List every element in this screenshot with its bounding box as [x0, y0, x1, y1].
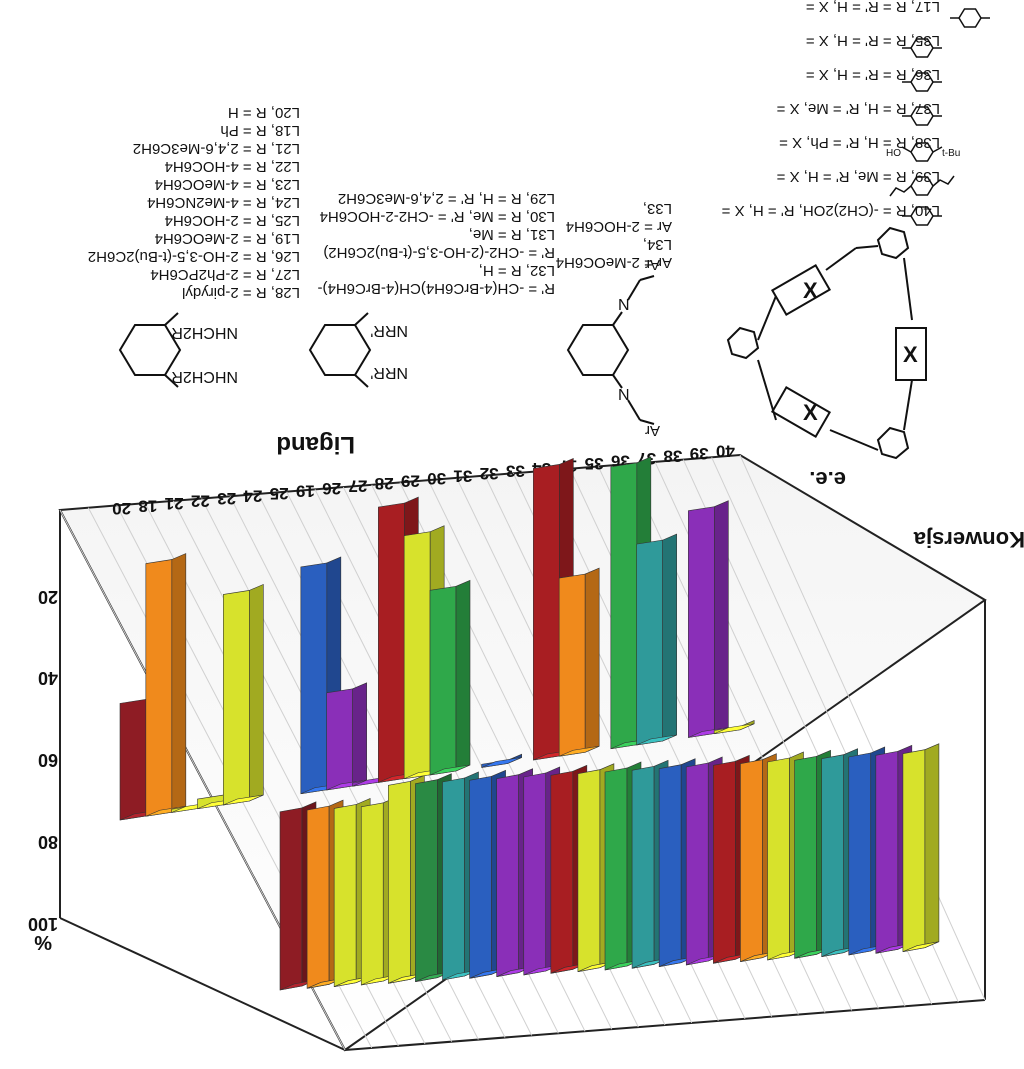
legend-left-line: L18, R = Ph: [220, 122, 300, 139]
y-tick-label: 60: [38, 750, 58, 770]
bar-konwersja: [713, 754, 750, 964]
x-tick-label: 18: [138, 496, 157, 515]
legend-left-line: L21, R = 2,4,6-Me3C6H2: [133, 140, 300, 157]
x-tick-label: 31: [453, 466, 472, 485]
legend-left: L28, R = 2-pirydyl L27, R = 2-Ph2PC6H4 L…: [88, 104, 300, 301]
bar-ee: [429, 579, 471, 776]
legend-left-line: L25, R = 2-HOC6H4: [165, 212, 300, 229]
y-tick-label: 20: [38, 587, 58, 607]
series-ee: [119, 456, 755, 821]
macro-x-label: X: [803, 278, 818, 303]
legend-mid-line: L29, R = H, R' = 2,4,6-Me3C6H2: [338, 190, 555, 207]
legend-top-line: L40, R = -(CH2)2OH, R' = H, X =: [721, 202, 940, 219]
legend-mid: R' = -CH(4-BrC6H4)CH(4-BrC6H4)- L32, R =…: [318, 190, 555, 297]
legend-left-line: L28, R = 2-pirydyl: [182, 284, 300, 301]
legend-right-line: Ar = 2-MeOC6H4: [556, 254, 672, 271]
bar-ee: [688, 500, 729, 738]
x-tick-label: 19: [296, 481, 315, 500]
legend-top-line: L36, R = R' = H, X =: [806, 66, 940, 83]
x-tick-label: 20: [112, 499, 131, 518]
legend-top: L40, R = -(CH2)2OH, R' = H, X = L39, R =…: [721, 0, 940, 219]
x-axis-title: Ligand: [276, 431, 355, 458]
substituent-ho: HO: [886, 148, 901, 159]
x-tick-label: 21: [165, 494, 184, 513]
y-tick-label: 40: [38, 668, 58, 688]
structure-3-ar-top: Ar: [645, 256, 660, 273]
structure-3-n-bottom: N: [618, 387, 630, 404]
x-tick-label: 38: [663, 446, 682, 465]
structure-1-label-bottom: NHCH2R: [171, 368, 238, 385]
legend-left-line: L23, R = 4-MeOC6H4: [155, 176, 300, 193]
x-tick-label: 22: [191, 491, 210, 510]
legend-mid-line: L32, R = H,: [479, 262, 555, 279]
bar-konwersja: [902, 743, 940, 953]
legend-right-line: L33,: [643, 200, 672, 217]
legend-right-line: Ar = 2-HOC6H4: [566, 218, 672, 235]
legend-top-line: L35, R = R' = H, X =: [806, 32, 940, 49]
x-tick-label: 32: [480, 464, 499, 483]
z-label-konwersja: Konwersja: [913, 527, 1024, 552]
bar-ee: [481, 753, 522, 768]
x-tick-label: 30: [427, 469, 446, 488]
legend-right: Ar = 2-MeOC6H4 L34, Ar = 2-HOC6H4 L33,: [556, 200, 672, 271]
structure-macrocycle: [726, 226, 927, 460]
x-tick-label: 24: [243, 486, 262, 505]
x-tick-label: 33: [506, 461, 525, 480]
structure-1-label-top: NHCH2R: [171, 324, 238, 341]
series-konwersja: [279, 743, 940, 991]
x-tick-label: 39: [690, 444, 709, 463]
x-tick-label: 40: [716, 441, 735, 460]
legend-mid-line: R' = -CH2-(2-HO-3,5-(t-Bu)2C6H2): [323, 244, 555, 261]
legend-left-line: L27, R = 2-Ph2PC6H4: [150, 266, 300, 283]
structure-3-n-top: N: [618, 297, 630, 314]
y-axis: % 20 40 60 80 100: [28, 587, 58, 953]
y-tick-label: 80: [38, 832, 58, 852]
bar-ee: [326, 682, 367, 791]
structure-2-label-bottom: NRR': [370, 364, 408, 381]
x-tick-label: 29: [401, 471, 420, 490]
x-axis-categories: 2018212223242519262728293031323334173536…: [112, 441, 735, 518]
y-axis-title: %: [34, 931, 52, 953]
legend-right-line: L34,: [643, 236, 672, 253]
x-tick-label: 35: [585, 454, 604, 473]
x-tick-label: 27: [348, 476, 367, 495]
legend-mid-line: L31, R = Me,: [469, 226, 555, 243]
structure-diimine: [566, 275, 655, 425]
x-tick-label: 26: [322, 479, 341, 498]
legend-mid-line: L30, R = Me, R' = -CH2-2-HOC6H4: [320, 208, 555, 225]
substituent-tbu: t-Bu: [942, 148, 960, 159]
legend-top-line: L37, R = H, R' = Me, X =: [776, 100, 940, 117]
z-label-ee: e.e.: [809, 467, 846, 492]
bar-ee: [713, 720, 755, 735]
macro-x-label: X: [803, 400, 818, 425]
legend-left-line: L22, R = 4-HOC6H4: [165, 158, 300, 175]
structure-diamine-2: [308, 312, 372, 388]
legend-top-line: L17, R = R' = H, X =: [806, 0, 940, 15]
bar-ee: [145, 553, 187, 817]
legend-top-line: L38, R = H, R' = Ph, X =: [779, 134, 940, 151]
legend-left-line: L26, R = 2-HO-3,5-(t-Bu)2C6H2: [88, 248, 300, 265]
x-tick-label: 28: [375, 474, 394, 493]
x-tick-label: 23: [217, 489, 236, 508]
legend-left-line: L24, R = 4-Me2NC6H4: [147, 194, 300, 211]
y-tick-label: 100: [28, 914, 58, 934]
phenylene-icons: [889, 8, 990, 226]
legend-left-line: L19, R = 2-MeOC6H4: [155, 230, 300, 247]
structure-3-ar-bottom: Ar: [645, 422, 660, 439]
bar-ee: [558, 567, 600, 757]
legend-mid-line: R' = -CH(4-BrC6H4)CH(4-BrC6H4)-: [318, 280, 555, 297]
legend-top-line: L39, R = Me, R' = H, X =: [776, 168, 940, 185]
bar-ee: [636, 533, 677, 746]
bar-ee: [223, 583, 264, 806]
legend-left-line: L20, R = H: [228, 104, 300, 121]
structure-2-label-top: NRR': [370, 322, 408, 339]
x-tick-label: 25: [270, 484, 289, 503]
structure-diamine-1: [118, 312, 182, 388]
macro-x-label: X: [903, 342, 918, 367]
